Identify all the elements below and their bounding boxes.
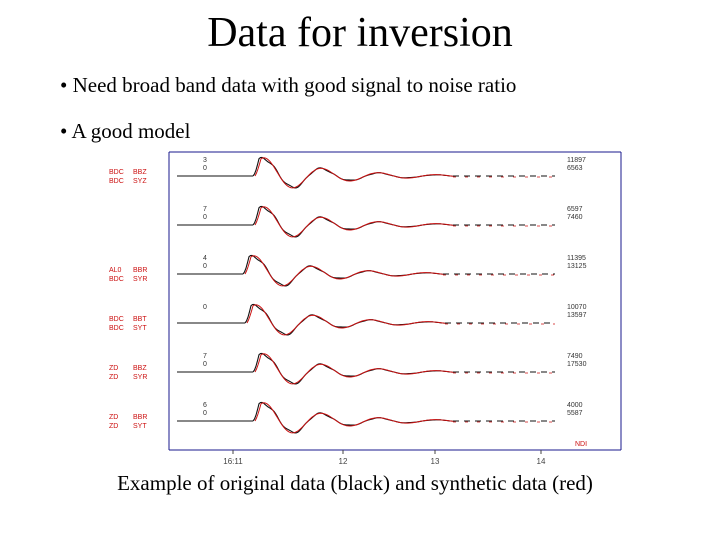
component-label: SYR xyxy=(133,276,147,283)
time-tick-label-3: 14 xyxy=(537,457,546,466)
observed-trace xyxy=(252,352,453,385)
bullet-good-model: • A good model xyxy=(60,119,191,143)
synthetic-trace xyxy=(254,157,455,189)
station-label: BDC xyxy=(109,169,124,176)
trace-code: 4 xyxy=(203,255,207,262)
bullet-broadband: • Need broad band data with good signal … xyxy=(60,73,517,97)
seismogram-plot: 16:11 12 13 14NDIBDCBDCBBZSYZ30118976563706… xyxy=(109,151,622,466)
amplitude-label: 10070 xyxy=(567,304,587,311)
amplitude-label: 13597 xyxy=(567,312,587,319)
observed-trace xyxy=(252,156,453,189)
trace-code: 0 xyxy=(203,361,207,368)
component-label: BBT xyxy=(133,316,147,323)
observed-trace xyxy=(252,401,453,434)
trace-code: 0 xyxy=(203,263,207,270)
synthetic-trace xyxy=(254,353,455,385)
component-label: BBZ xyxy=(133,365,147,372)
synthetic-trace xyxy=(246,304,447,336)
trace-code: 7 xyxy=(203,353,207,360)
component-label: SYZ xyxy=(133,178,147,185)
trace-code: 6 xyxy=(203,402,207,409)
trace-code: 0 xyxy=(203,410,207,417)
amplitude-label: 6597 xyxy=(567,206,583,213)
trace-code: 0 xyxy=(203,165,207,172)
trace-code: 7 xyxy=(203,206,207,213)
station-label: BDC xyxy=(109,178,124,185)
amplitude-label: 7490 xyxy=(567,353,583,360)
amplitude-label: 17530 xyxy=(567,361,587,368)
amplitude-label: 7460 xyxy=(567,214,583,221)
trace-code: 0 xyxy=(203,304,207,311)
station-label: ZD xyxy=(109,414,118,421)
time-tick-label-1: 12 xyxy=(339,457,348,466)
synthetic-trace xyxy=(254,206,455,238)
component-label: BBZ xyxy=(133,169,147,176)
component-label: BBR xyxy=(133,267,147,274)
trace-code: 0 xyxy=(203,214,207,221)
amplitude-label: 11395 xyxy=(567,255,586,262)
amplitude-label: 13125 xyxy=(567,263,587,270)
component-label: BBR xyxy=(133,414,147,421)
slide-title: Data for inversion xyxy=(207,10,513,56)
amplitude-label: 4000 xyxy=(567,402,583,409)
time-tick-label-2: 13 xyxy=(431,457,440,466)
amplitude-label: 5587 xyxy=(567,410,583,417)
observed-trace xyxy=(242,254,443,287)
amplitude-label: 6563 xyxy=(567,165,583,172)
component-label: SYT xyxy=(133,423,147,430)
figure-caption: Example of original data (black) and syn… xyxy=(117,471,593,495)
synthetic-trace xyxy=(244,255,445,287)
station-label: BDC xyxy=(109,276,124,283)
amplitude-label: 11897 xyxy=(567,157,586,164)
observed-trace xyxy=(252,205,453,238)
seismogram-figure: 16:11 12 13 14 NDI BDC BDC BBZ SYZ 3 0 11897 6563 7 0 6… xyxy=(105,150,625,468)
station-label: ZD xyxy=(109,365,118,372)
trace-code: 3 xyxy=(203,157,207,164)
station-label: AL0 xyxy=(109,267,122,274)
station-label: BDC xyxy=(109,316,124,323)
component-label: SYT xyxy=(133,325,147,332)
component-label: SYR xyxy=(133,374,147,381)
time-tick-label-0: 16:11 xyxy=(223,457,243,466)
station-label: ZD xyxy=(109,423,118,430)
observed-trace xyxy=(244,303,445,336)
units-label: NDI xyxy=(575,441,587,448)
synthetic-trace xyxy=(254,402,455,434)
station-label: BDC xyxy=(109,325,124,332)
station-label: ZD xyxy=(109,374,118,381)
